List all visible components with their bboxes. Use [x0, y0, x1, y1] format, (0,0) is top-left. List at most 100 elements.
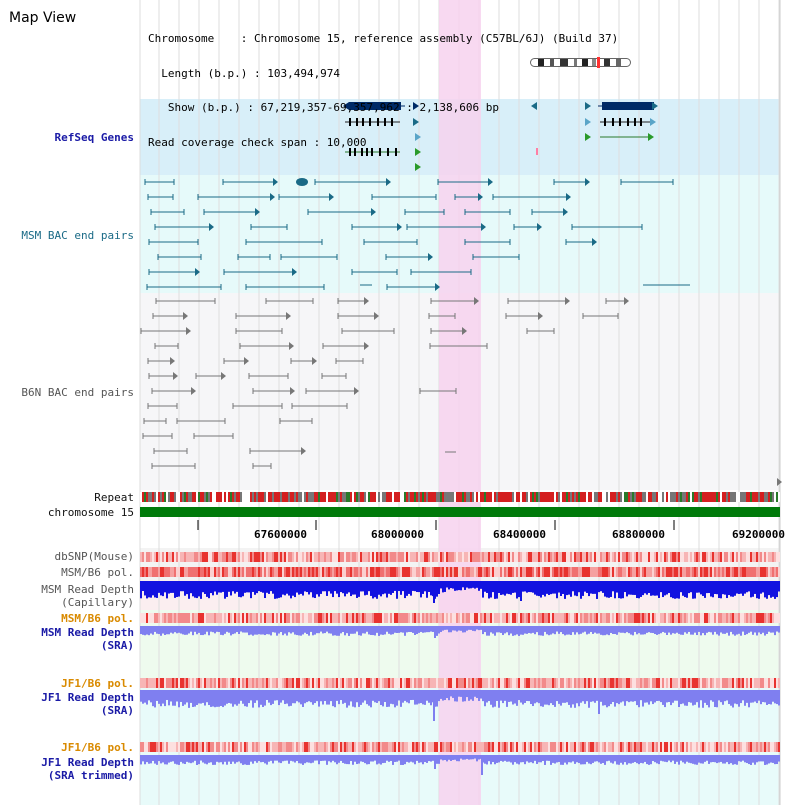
polymorphism-cell: [562, 613, 564, 623]
polymorphism-cell: [530, 552, 532, 562]
track-label-repeat[interactable]: Repeat: [94, 491, 134, 504]
polymorphism-cell: [348, 552, 350, 562]
read-depth-bar: [680, 755, 682, 761]
repeat-segment: [140, 492, 142, 502]
read-depth-bar: [344, 626, 346, 636]
polymorphism-cell: [570, 742, 572, 752]
read-depth-bar: [738, 626, 740, 634]
read-depth-bar: [640, 581, 642, 597]
track-label-msm-depth-sra[interactable]: MSM Read Depth (SRA): [0, 626, 134, 652]
chromosome-ideogram-icon[interactable]: [530, 53, 632, 68]
polymorphism-cell: [348, 613, 350, 623]
polymorphism-cell: [546, 613, 548, 623]
polymorphism-cell: [768, 567, 770, 577]
gene-arrow: [652, 102, 658, 110]
transcript-exon: [379, 148, 381, 156]
track-label-jf1-b6-pol-1[interactable]: JF1/B6 pol.: [61, 677, 134, 690]
polymorphism-cell: [630, 742, 632, 752]
read-depth-bar: [470, 690, 472, 700]
track-label-jf1-depth-sra[interactable]: JF1 Read Depth (SRA): [0, 691, 134, 717]
polymorphism-cell: [448, 742, 450, 752]
polymorphism-cell: [420, 552, 422, 562]
polymorphism-cell: [186, 742, 188, 752]
track-label-jf1-b6-pol-2[interactable]: JF1/B6 pol.: [61, 741, 134, 754]
polymorphism-cell: [236, 567, 238, 577]
read-depth-bar: [674, 581, 676, 599]
repeat-segment: [656, 492, 658, 502]
polymorphism-cell: [296, 552, 298, 562]
repeat-segment: [744, 492, 746, 502]
read-depth-bar: [728, 626, 730, 636]
track-label-msm-b6-pol-2[interactable]: MSM/B6 pol.: [61, 612, 134, 625]
read-depth-bar: [358, 581, 360, 597]
read-depth-bar: [656, 690, 658, 702]
read-depth-bar: [180, 581, 182, 592]
read-depth-bar: [306, 626, 308, 635]
track-label-jf1-depth-trim[interactable]: JF1 Read Depth (SRA trimmed): [0, 756, 134, 782]
read-depth-bar: [442, 581, 444, 593]
polymorphism-cell: [738, 742, 740, 752]
read-depth-bar: [592, 755, 594, 763]
polymorphism-cell: [156, 678, 158, 688]
polymorphism-cell: [666, 552, 668, 562]
read-depth-bar: [164, 626, 166, 635]
track-label-b6n-bac[interactable]: B6N BAC end pairs: [21, 386, 134, 399]
polymorphism-cell: [234, 552, 236, 562]
read-depth-bar: [506, 690, 508, 707]
read-depth-bar: [648, 755, 650, 765]
read-depth-bar: [622, 755, 624, 765]
read-depth-bar: [372, 581, 374, 599]
read-depth-bar: [430, 755, 432, 762]
polymorphism-cell: [606, 567, 608, 577]
read-depth-bar: [216, 626, 218, 632]
polymorphism-cell: [224, 742, 226, 752]
polymorphism-cell: [602, 678, 604, 688]
polymorphism-cell: [776, 613, 778, 623]
polymorphism-cell: [154, 552, 156, 562]
read-depth-bar: [724, 581, 726, 595]
read-depth-bar: [606, 690, 608, 708]
track-label-msm-bac[interactable]: MSM BAC end pairs: [21, 229, 134, 242]
polymorphism-cell: [454, 742, 456, 752]
repeat-segment: [716, 492, 718, 502]
polymorphism-cell: [282, 678, 284, 688]
polymorphism-cell: [514, 678, 516, 688]
polymorphism-cell: [458, 552, 460, 562]
polymorphism-cell: [396, 742, 398, 752]
repeat-segment: [750, 492, 752, 502]
read-depth-bar: [710, 581, 712, 597]
polymorphism-cell: [196, 552, 198, 562]
polymorphism-cell: [618, 613, 620, 623]
repeat-segment: [358, 492, 360, 502]
polymorphism-cell: [208, 567, 210, 577]
read-depth-bar: [554, 755, 556, 764]
track-label-msm-b6-pol-1[interactable]: MSM/B6 pol.: [61, 566, 134, 579]
gene-arrow: [531, 102, 537, 110]
read-depth-bar: [240, 626, 242, 632]
track-label-dbsnp[interactable]: dbSNP(Mouse): [54, 550, 134, 563]
polymorphism-cell: [560, 567, 562, 577]
polymorphism-cell: [322, 742, 324, 752]
polymorphism-cell: [700, 742, 702, 752]
read-depth-bar: [748, 581, 750, 592]
read-depth-bar: [306, 690, 308, 703]
polymorphism-cell: [576, 567, 578, 577]
polymorphism-cell: [590, 552, 592, 562]
read-depth-bar: [734, 626, 736, 636]
read-depth-bar: [300, 755, 302, 764]
track-label-refseq[interactable]: RefSeq Genes: [54, 131, 134, 144]
polymorphism-cell: [512, 567, 514, 577]
track-label-msm-depth-cap[interactable]: MSM Read Depth (Capillary): [0, 583, 134, 609]
read-depth-bar: [548, 581, 550, 595]
polymorphism-cell: [266, 552, 268, 562]
polymorphism-cell: [610, 613, 612, 623]
polymorphism-cell: [660, 678, 662, 688]
read-depth-bar: [278, 690, 280, 706]
read-depth-bar: [540, 755, 542, 763]
read-depth-bar: [450, 690, 452, 697]
repeat-segment: [600, 492, 602, 502]
read-depth-bar: [646, 690, 648, 703]
polymorphism-cell: [364, 613, 366, 623]
repeat-segment: [222, 492, 224, 502]
